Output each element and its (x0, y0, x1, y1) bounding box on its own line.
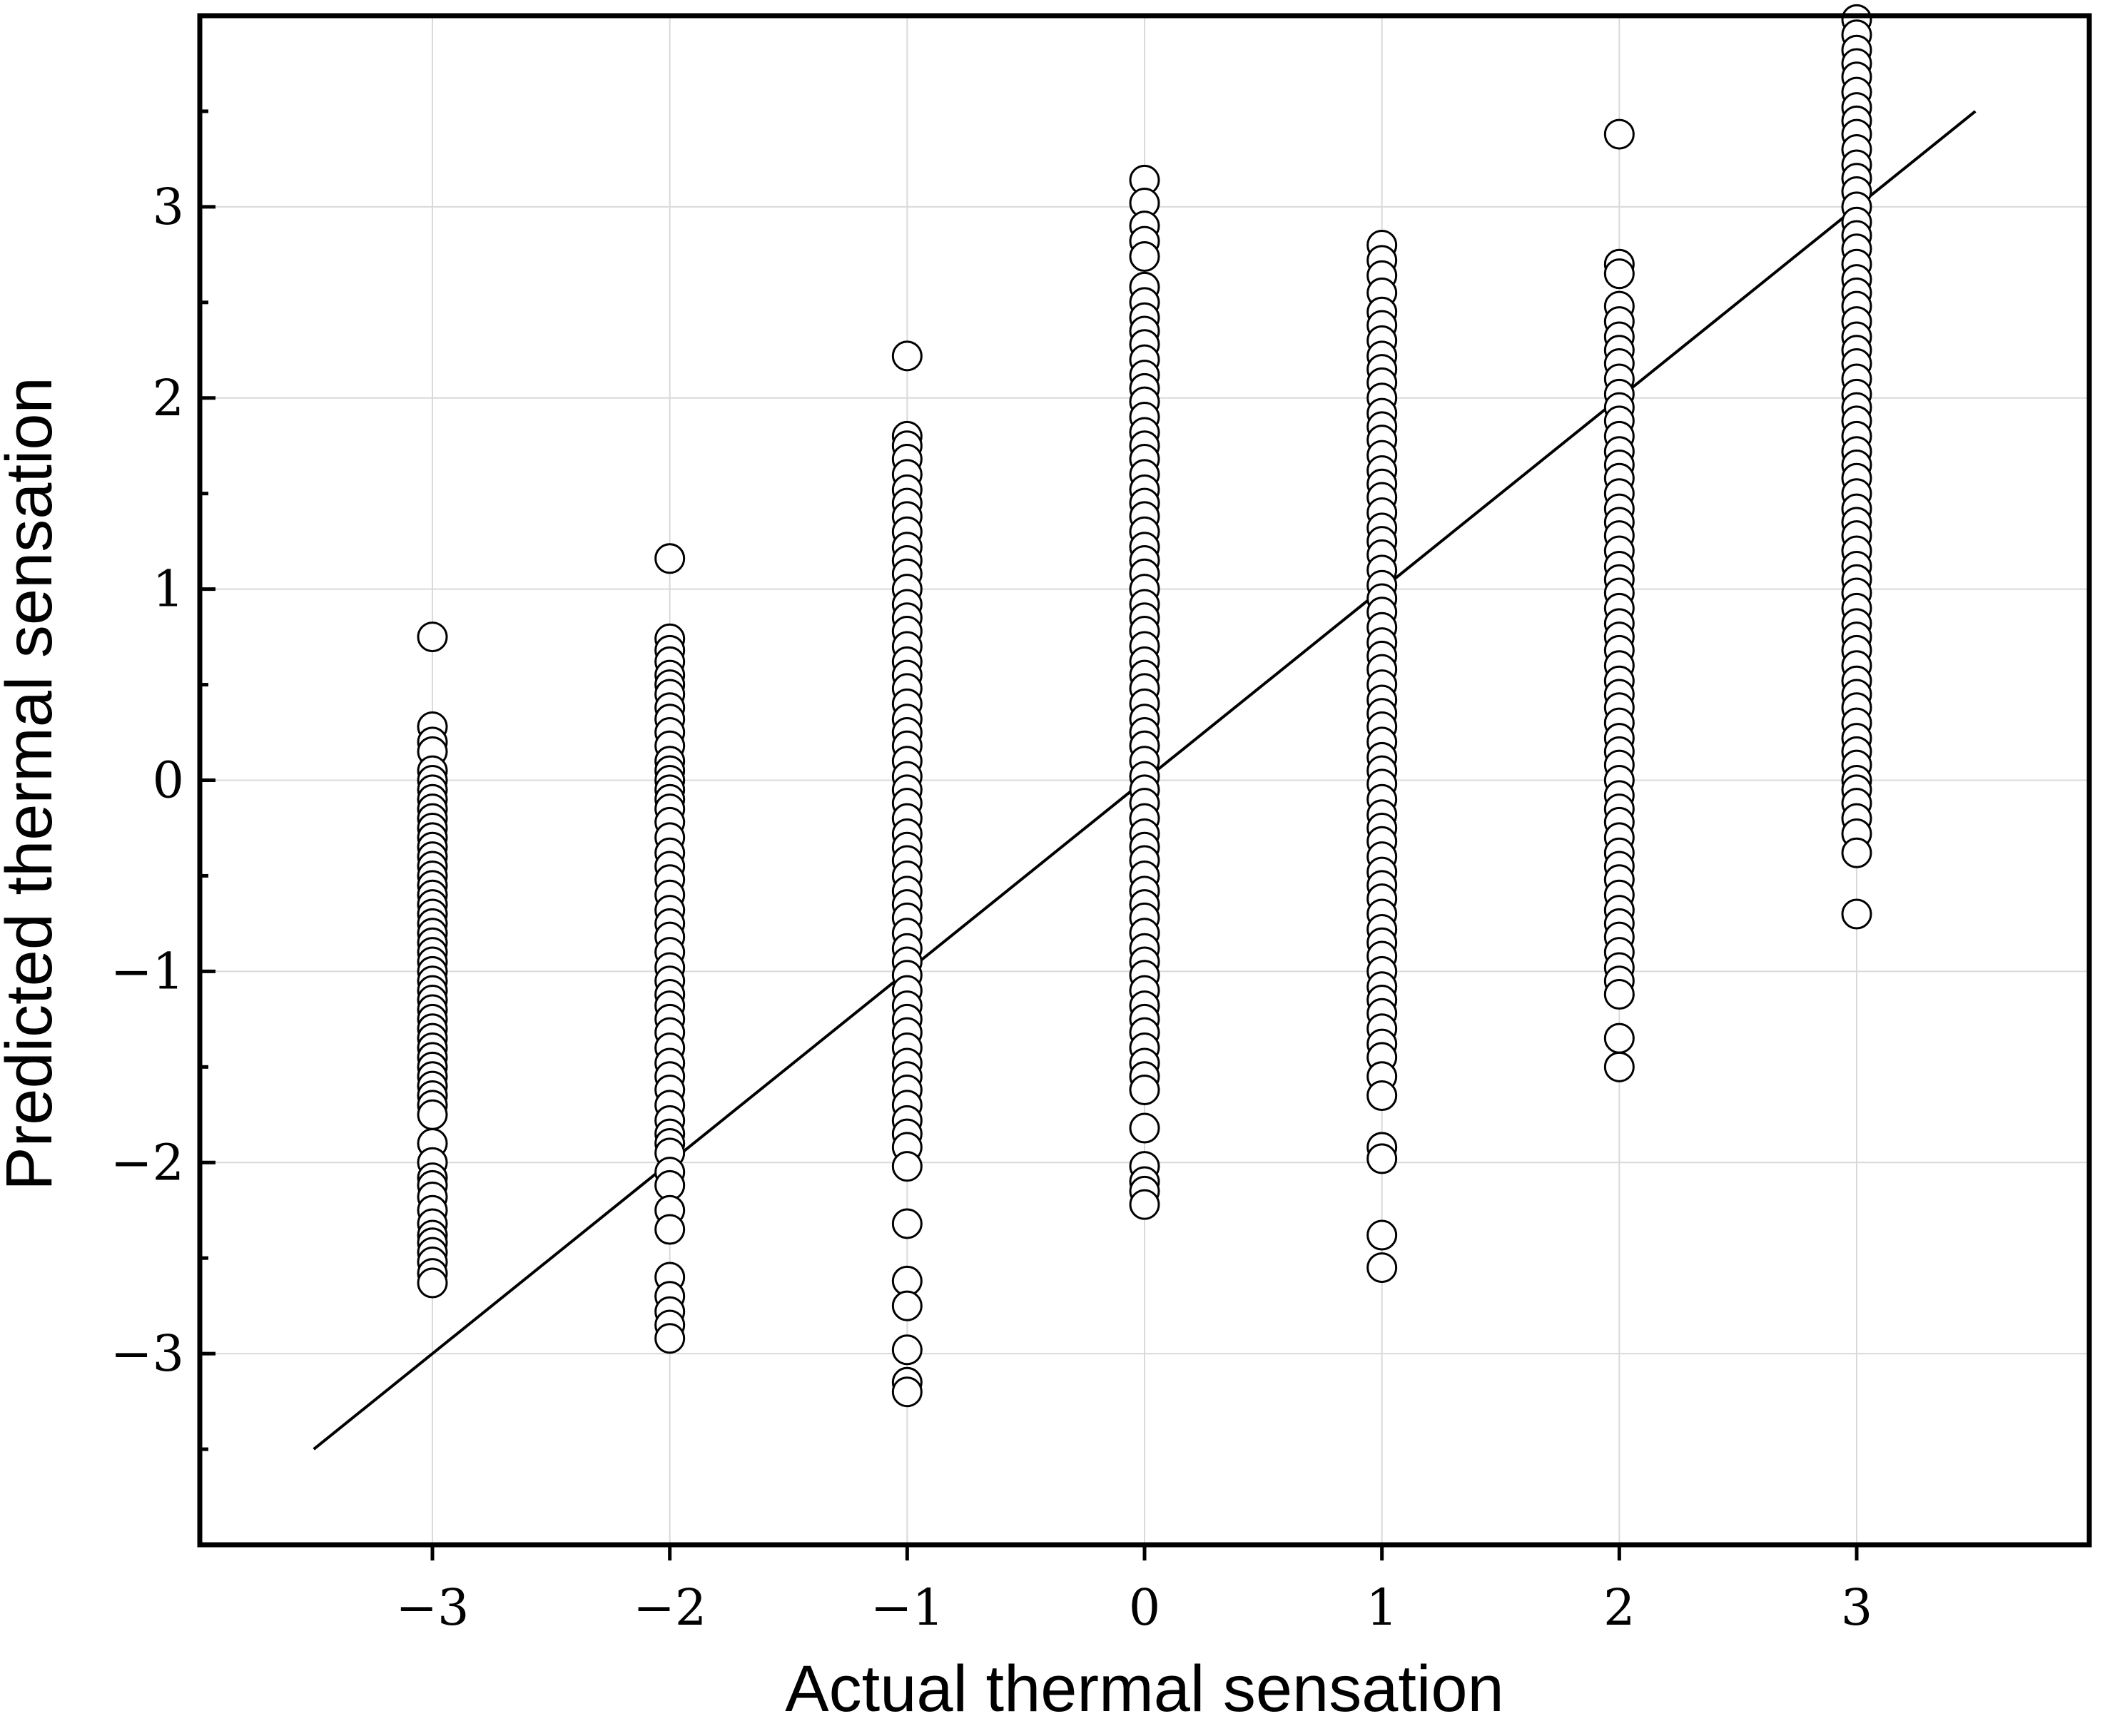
data-point (1129, 1074, 1160, 1105)
data-point (891, 1290, 923, 1321)
data-point (654, 543, 686, 574)
y-tick-label: −2 (111, 1133, 184, 1192)
data-point (654, 1323, 686, 1354)
data-point (654, 1214, 686, 1245)
y-tick-label: −1 (111, 942, 184, 1000)
data-point (891, 340, 923, 372)
data-point (891, 1376, 923, 1408)
y-tick-label: 2 (152, 369, 184, 427)
data-point (1366, 1219, 1398, 1251)
data-point (417, 621, 448, 653)
data-point (1129, 1189, 1160, 1220)
data-point (1841, 898, 1872, 930)
data-point (1603, 118, 1635, 150)
y-tick-label: 3 (152, 178, 184, 236)
data-point (891, 1334, 923, 1366)
y-axis-title: Predicted thermal sensation (0, 377, 66, 1190)
data-point (417, 1267, 448, 1299)
data-point (1603, 1051, 1635, 1082)
data-point (417, 1099, 448, 1130)
axis-ticks (200, 109, 1859, 1560)
data-point (1129, 1112, 1160, 1144)
y-tick-label: −3 (111, 1324, 184, 1383)
x-tick-label: −2 (633, 1578, 706, 1637)
data-point (1603, 1022, 1635, 1054)
data-point (1366, 1080, 1398, 1111)
data-point (1841, 837, 1872, 868)
data-point (1366, 1252, 1398, 1284)
x-tick-label: 1 (1366, 1578, 1398, 1637)
data-point (891, 1151, 923, 1182)
data-point (1366, 1143, 1398, 1174)
x-tick-label: 3 (1841, 1578, 1873, 1637)
x-axis-title: Actual thermal sensation (785, 1653, 1503, 1725)
x-tick-labels: −3 −2 −1 0 1 2 3 (395, 1578, 1872, 1637)
data-points (417, 4, 1872, 1408)
y-tick-label: 0 (152, 751, 184, 810)
x-tick-label: 2 (1603, 1578, 1635, 1637)
data-point (1603, 258, 1635, 290)
data-point (1603, 979, 1635, 1010)
y-tick-labels: −3 −2 −1 0 1 2 3 (111, 178, 184, 1383)
x-tick-label: 0 (1129, 1578, 1161, 1637)
data-point (1129, 241, 1160, 273)
x-tick-label: −3 (395, 1578, 469, 1637)
data-point (891, 1208, 923, 1239)
y-tick-label: 1 (152, 560, 184, 619)
x-tick-label: −1 (871, 1578, 944, 1637)
